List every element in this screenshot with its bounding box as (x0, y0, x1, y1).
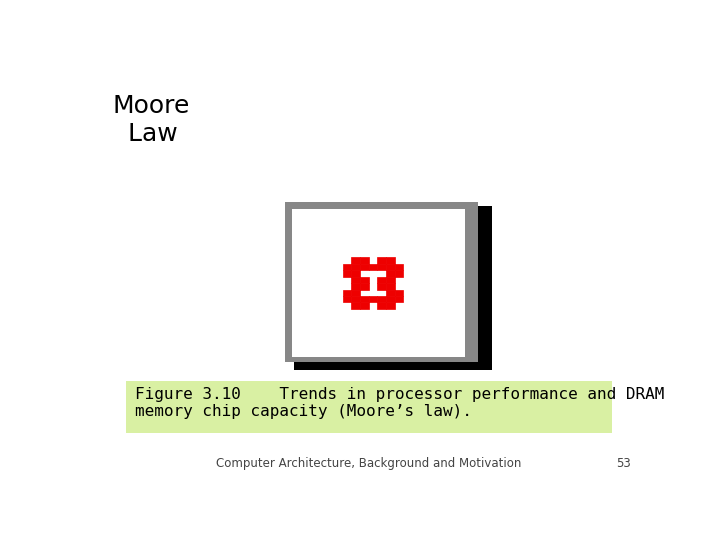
Bar (351, 302, 360, 309)
Bar (351, 289, 360, 296)
Bar (285, 202, 478, 362)
Bar (351, 283, 360, 289)
Text: Computer Architecture, Background and Motivation: Computer Architecture, Background and Mo… (216, 457, 522, 470)
Bar (395, 296, 403, 302)
Bar (386, 289, 395, 296)
Bar (351, 264, 360, 270)
Bar (360, 283, 369, 289)
Bar (351, 258, 360, 264)
Bar (360, 302, 369, 309)
Text: 53: 53 (616, 457, 631, 470)
Bar (395, 289, 403, 296)
Bar (360, 276, 369, 283)
Bar (377, 296, 386, 302)
Bar (360, 264, 369, 270)
Bar (386, 258, 395, 264)
Bar (377, 283, 386, 289)
Bar (386, 283, 395, 289)
Bar (292, 209, 465, 357)
Bar (377, 302, 386, 309)
Bar (369, 264, 377, 270)
Bar (395, 270, 403, 276)
Bar (126, 381, 612, 433)
Bar (343, 289, 351, 296)
Bar (377, 264, 386, 270)
Bar (377, 276, 386, 283)
Bar (386, 264, 395, 270)
Bar (395, 264, 403, 270)
Bar (369, 296, 377, 302)
Bar (377, 258, 386, 264)
Bar (386, 276, 395, 283)
Bar (343, 270, 351, 276)
Bar (386, 270, 395, 276)
Bar (351, 276, 360, 283)
Bar (343, 296, 351, 302)
Bar (360, 258, 369, 264)
Bar (386, 302, 395, 309)
Text: Figure 3.10    Trends in processor performance and DRAM
memory chip capacity (Mo: Figure 3.10 Trends in processor performa… (135, 387, 664, 420)
Bar (294, 206, 492, 370)
Bar (351, 270, 360, 276)
Bar (351, 296, 360, 302)
Bar (386, 296, 395, 302)
Text: Moore
  Law: Moore Law (112, 94, 189, 146)
Bar (360, 296, 369, 302)
Bar (343, 264, 351, 270)
